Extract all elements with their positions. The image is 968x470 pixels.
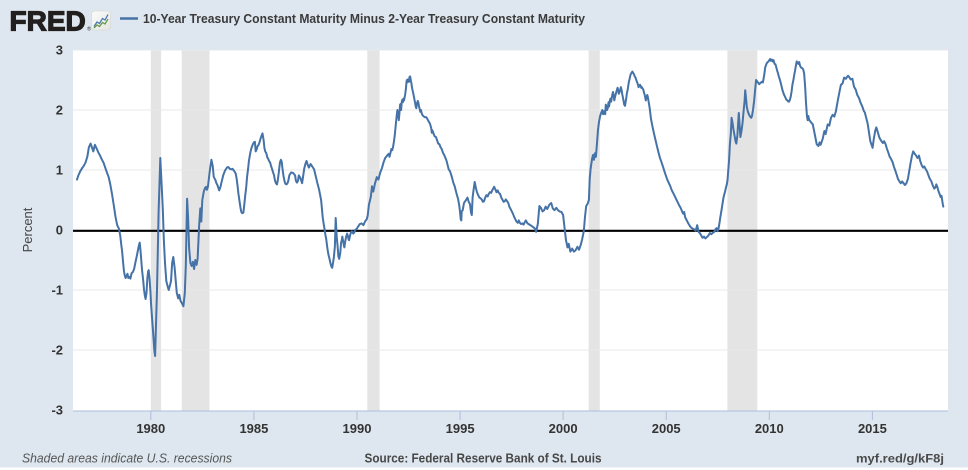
svg-text:10-Year Treasury Constant Matu: 10-Year Treasury Constant Maturity Minus… (143, 11, 586, 26)
svg-text:-2: -2 (51, 343, 63, 358)
svg-text:myf.red/g/kF8j: myf.red/g/kF8j (856, 452, 944, 466)
svg-text:2005: 2005 (652, 421, 681, 436)
svg-text:2000: 2000 (549, 421, 578, 436)
svg-text:1990: 1990 (343, 421, 372, 436)
svg-text:Percent: Percent (20, 207, 35, 252)
svg-text:2: 2 (56, 103, 63, 118)
svg-text:1995: 1995 (446, 421, 475, 436)
svg-text:Source: Federal Reserve Bank o: Source: Federal Reserve Bank of St. Loui… (365, 451, 602, 466)
svg-text:0: 0 (56, 223, 63, 238)
svg-text:®: ® (87, 26, 91, 33)
svg-text:3: 3 (56, 43, 63, 58)
svg-text:FRED: FRED (10, 6, 86, 37)
svg-text:-1: -1 (51, 283, 63, 298)
svg-text:1: 1 (56, 163, 63, 178)
svg-text:1985: 1985 (239, 421, 268, 436)
svg-text:1980: 1980 (136, 421, 165, 436)
svg-text:Shaded areas indicate U.S. rec: Shaded areas indicate U.S. recessions (22, 452, 233, 466)
svg-text:2015: 2015 (858, 421, 887, 436)
svg-text:-3: -3 (51, 403, 63, 418)
svg-text:2010: 2010 (755, 421, 784, 436)
